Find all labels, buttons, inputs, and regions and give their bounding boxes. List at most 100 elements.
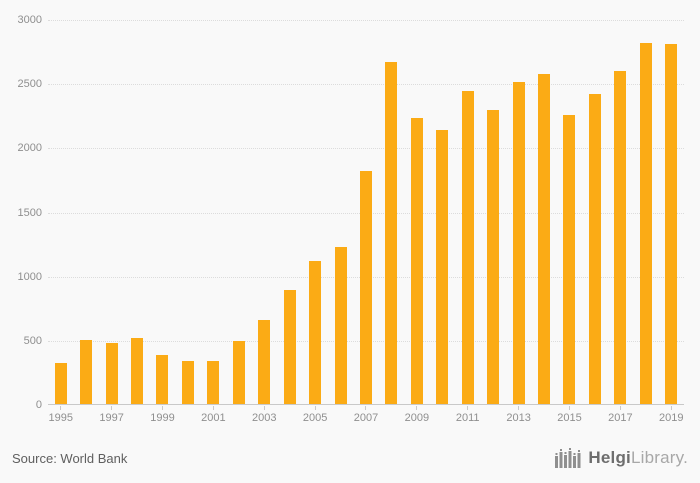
bar-2013 [512, 81, 525, 405]
bars-container [48, 20, 684, 405]
bar-slot [659, 20, 684, 405]
bar-slot [73, 20, 98, 405]
bar-1999 [156, 354, 169, 405]
bar-2006 [334, 247, 347, 405]
bar-2009 [410, 117, 423, 405]
x-axis-tick [365, 406, 367, 410]
x-axis-slot: 2015 [557, 406, 582, 424]
x-axis-slot: 2009 [404, 406, 429, 424]
bar-slot [506, 20, 531, 405]
gridline [48, 84, 684, 86]
x-axis-slot: 2003 [252, 406, 277, 424]
bar-slot [252, 20, 277, 405]
bar-slot [302, 20, 327, 405]
bar-slot [99, 20, 124, 405]
bar-2007 [359, 171, 372, 405]
x-axis-slot: 2019 [659, 406, 684, 424]
y-axis-tick-label: 1000 [17, 270, 42, 283]
y-axis-tick-label: 1500 [17, 206, 42, 219]
bar-slot [480, 20, 505, 405]
bar-2010 [436, 130, 449, 405]
bar-2012 [487, 109, 500, 405]
x-axis-tick [619, 406, 621, 410]
x-axis-tick-label: 2007 [353, 412, 379, 424]
bar-2016 [588, 94, 601, 405]
x-axis-line [48, 404, 684, 405]
x-axis-tick [161, 406, 163, 410]
x-axis-slot [328, 406, 353, 424]
x-axis-tick [416, 406, 418, 410]
bar-slot [277, 20, 302, 405]
x-axis-slot: 2011 [455, 406, 480, 424]
plot-area [48, 20, 684, 405]
x-axis-slot: 2017 [608, 406, 633, 424]
x-axis-tick [263, 406, 265, 410]
x-axis-slot: 1995 [48, 406, 73, 424]
x-axis-slot: 2001 [201, 406, 226, 424]
bar-slot [531, 20, 556, 405]
bar-2003 [258, 320, 271, 405]
x-axis-slot [73, 406, 98, 424]
y-axis-tick-label: 2500 [17, 78, 42, 91]
x-axis-tick [111, 406, 113, 410]
bar-1996 [80, 339, 93, 405]
x-axis-tick-label: 2013 [506, 412, 531, 424]
x-axis-tick [60, 406, 62, 410]
source-note: Source: World Bank [12, 451, 128, 466]
x-axis-tick-label: 2001 [201, 412, 226, 424]
bar-2008 [385, 62, 398, 405]
x-axis-tick-label: 2011 [455, 412, 480, 424]
x-axis-slot [226, 406, 251, 424]
bar-2000 [181, 361, 194, 405]
bar-slot [379, 20, 404, 405]
bar-slot [226, 20, 251, 405]
x-axis-slot: 2007 [353, 406, 378, 424]
x-axis-tick-label: 2017 [608, 412, 633, 424]
bar-slot [557, 20, 582, 405]
bar-slot [201, 20, 226, 405]
bar-2018 [639, 43, 652, 405]
bar-2014 [538, 73, 551, 405]
x-axis-tick-label: 2003 [251, 412, 277, 424]
gridline [48, 20, 684, 21]
x-axis-slot [633, 406, 658, 424]
x-axis-tick-label: 1999 [150, 412, 175, 424]
bar-slot [455, 20, 480, 405]
bar-2015 [563, 114, 576, 405]
x-axis-slot [531, 406, 556, 424]
helgi-library-logo-icon [555, 448, 581, 468]
x-axis-slot [480, 406, 505, 424]
bar-2017 [614, 71, 627, 405]
bar-2005 [309, 261, 322, 405]
bar-slot [328, 20, 353, 405]
y-axis-tick-label: 500 [23, 334, 42, 347]
x-axis-labels: 1995 1997 1999 2001 2003 2005 2007 2009 2011 2013… [48, 406, 684, 424]
x-axis-tick [467, 406, 469, 410]
x-axis-slot [277, 406, 302, 424]
brand-name-helgi: Helgi [588, 448, 631, 467]
bar-2004 [283, 289, 296, 405]
bar-slot [582, 20, 607, 405]
bar-slot [404, 20, 429, 405]
bar-2019 [665, 44, 678, 405]
x-axis-slot [175, 406, 200, 424]
bar-slot [633, 20, 658, 405]
x-axis-slot: 2005 [302, 406, 327, 424]
bar-1998 [131, 338, 144, 405]
x-axis-slot [124, 406, 149, 424]
bar-2002 [232, 340, 245, 405]
bar-2001 [207, 361, 220, 405]
gridline [48, 148, 684, 150]
x-axis-slot [430, 406, 455, 424]
x-axis-slot [582, 406, 607, 424]
helgi-library-logo: HelgiLibrary. [554, 446, 688, 470]
x-axis-tick [212, 406, 214, 410]
bar-1995 [54, 362, 67, 405]
x-axis-tick [518, 406, 520, 410]
y-axis-tick-label: 0 [35, 399, 42, 411]
bar-slot [608, 20, 633, 405]
x-axis-tick-label: 2015 [557, 412, 582, 424]
bar-slot [175, 20, 200, 405]
x-axis-tick-label: 2005 [302, 412, 328, 424]
